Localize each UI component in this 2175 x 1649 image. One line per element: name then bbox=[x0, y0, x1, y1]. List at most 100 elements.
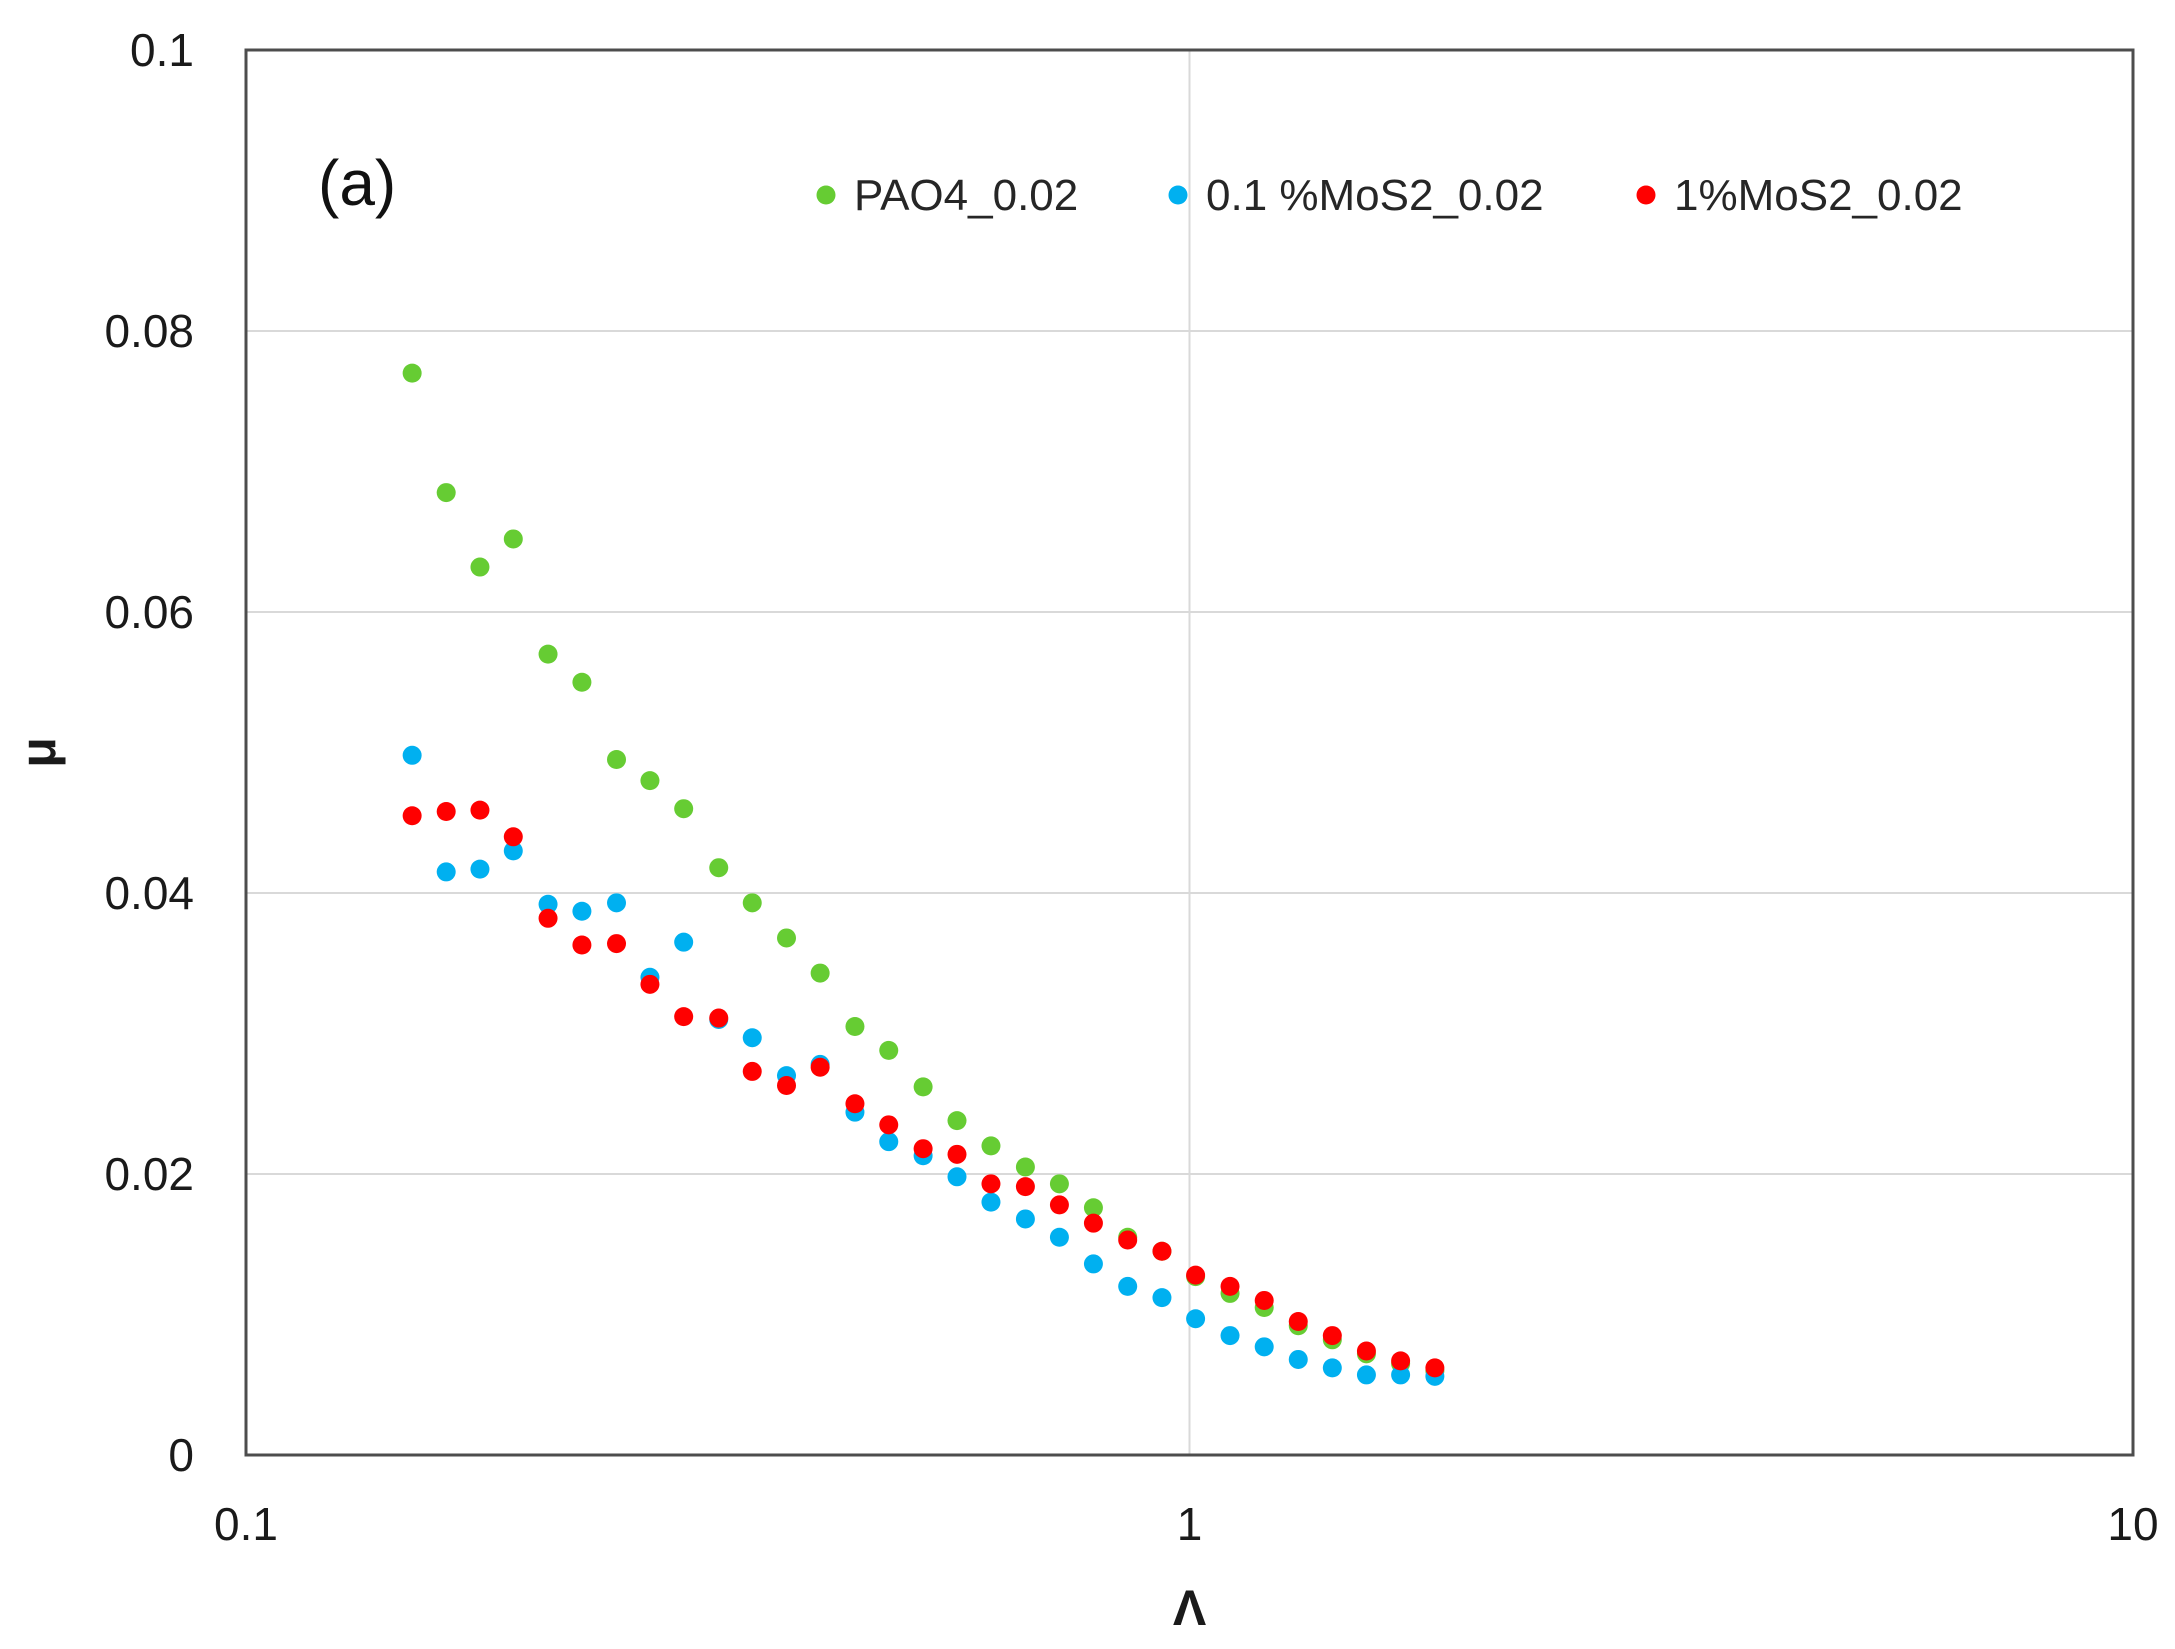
data-point bbox=[810, 1057, 830, 1077]
data-point bbox=[1322, 1358, 1342, 1378]
data-point bbox=[845, 1016, 865, 1036]
data-point bbox=[981, 1174, 1001, 1194]
data-point bbox=[436, 483, 456, 503]
data-point bbox=[742, 1061, 762, 1081]
data-point bbox=[470, 859, 490, 879]
data-point bbox=[572, 935, 592, 955]
data-point bbox=[879, 1040, 899, 1060]
legend-item: 0.1 %MoS2_0.02 bbox=[1168, 171, 1544, 220]
panel-label: (a) bbox=[318, 147, 396, 219]
legend-label: 1%MoS2_0.02 bbox=[1674, 171, 1963, 220]
data-point bbox=[981, 1136, 1001, 1156]
data-point bbox=[879, 1132, 899, 1152]
data-point bbox=[674, 1007, 694, 1027]
legend-label: PAO4_0.02 bbox=[854, 171, 1078, 220]
data-point bbox=[607, 750, 627, 770]
data-point bbox=[1425, 1358, 1445, 1378]
data-point bbox=[810, 963, 830, 983]
data-point bbox=[1186, 1309, 1206, 1329]
data-point bbox=[572, 901, 592, 921]
data-point bbox=[777, 928, 797, 948]
data-point bbox=[1083, 1254, 1103, 1274]
data-point bbox=[538, 894, 558, 914]
data-point bbox=[1220, 1276, 1240, 1296]
data-point bbox=[503, 529, 523, 549]
y-tick-label: 0 bbox=[168, 1429, 194, 1481]
data-point bbox=[1391, 1351, 1411, 1371]
data-point bbox=[402, 363, 422, 383]
x-axis-label: Λ bbox=[1173, 1580, 1207, 1636]
data-point bbox=[1288, 1312, 1308, 1332]
data-point bbox=[436, 802, 456, 822]
data-point bbox=[1049, 1227, 1069, 1247]
data-point bbox=[947, 1111, 967, 1131]
data-point bbox=[1118, 1230, 1138, 1250]
y-tick-label: 0.02 bbox=[104, 1148, 194, 1200]
legend: PAO4_0.02 0.1 %MoS2_0.02 1%MoS2_0.02 bbox=[816, 171, 1963, 220]
data-point bbox=[503, 827, 523, 847]
data-point bbox=[1118, 1276, 1138, 1296]
data-point bbox=[470, 800, 490, 820]
series-3 bbox=[402, 800, 1445, 1378]
data-point bbox=[1015, 1157, 1035, 1177]
y-axis-label: μ bbox=[10, 737, 66, 768]
data-points bbox=[402, 363, 1445, 1386]
data-point bbox=[1152, 1241, 1172, 1261]
legend-item: 1%MoS2_0.02 bbox=[1636, 171, 1963, 220]
data-point bbox=[1220, 1326, 1240, 1346]
data-point bbox=[1322, 1326, 1342, 1346]
x-tick-label: 10 bbox=[2107, 1498, 2158, 1550]
data-point bbox=[640, 974, 660, 994]
data-point bbox=[1356, 1365, 1376, 1385]
series-2 bbox=[402, 745, 1445, 1386]
plot-area-frame bbox=[244, 48, 2135, 1457]
data-point bbox=[845, 1094, 865, 1114]
data-point bbox=[947, 1167, 967, 1187]
y-tick-label: 0.04 bbox=[104, 867, 194, 919]
data-point bbox=[436, 862, 456, 882]
data-point bbox=[1015, 1177, 1035, 1197]
data-point bbox=[607, 934, 627, 954]
data-point bbox=[538, 644, 558, 664]
x-tick-label: 1 bbox=[1177, 1498, 1203, 1550]
legend-marker bbox=[1168, 185, 1188, 205]
data-point bbox=[1049, 1174, 1069, 1194]
data-point bbox=[709, 858, 729, 878]
y-tick-label: 0.08 bbox=[104, 305, 194, 357]
y-tick-label: 0.06 bbox=[104, 586, 194, 638]
data-point bbox=[981, 1192, 1001, 1212]
data-point bbox=[607, 893, 627, 913]
data-point bbox=[1391, 1365, 1411, 1385]
data-point bbox=[640, 771, 660, 791]
data-point bbox=[879, 1115, 899, 1135]
data-point bbox=[1083, 1213, 1103, 1233]
data-point bbox=[1186, 1265, 1206, 1285]
data-point bbox=[1049, 1195, 1069, 1215]
legend-item: PAO4_0.02 bbox=[816, 171, 1078, 220]
data-point bbox=[742, 1028, 762, 1048]
data-point bbox=[709, 1008, 729, 1028]
data-point bbox=[947, 1144, 967, 1164]
x-tick-label: 0.1 bbox=[214, 1498, 278, 1550]
data-point bbox=[913, 1077, 933, 1097]
data-point bbox=[538, 908, 558, 928]
gridlines bbox=[246, 50, 2133, 1455]
data-point bbox=[777, 1075, 797, 1095]
legend-marker bbox=[1636, 185, 1656, 205]
data-point bbox=[1083, 1198, 1103, 1218]
data-point bbox=[470, 557, 490, 577]
data-point bbox=[1356, 1341, 1376, 1361]
data-point bbox=[742, 893, 762, 913]
data-point bbox=[572, 672, 592, 692]
data-point bbox=[1152, 1288, 1172, 1308]
legend-marker bbox=[816, 185, 836, 205]
data-point bbox=[1288, 1349, 1308, 1369]
data-point bbox=[402, 745, 422, 765]
data-point bbox=[1254, 1290, 1274, 1310]
data-point bbox=[1254, 1337, 1274, 1357]
tick-labels: 0 0.02 0.04 0.06 0.08 0.1 0.1 1 10 bbox=[104, 24, 2158, 1550]
data-point bbox=[674, 799, 694, 819]
y-tick-label: 0.1 bbox=[130, 24, 194, 76]
data-point bbox=[503, 841, 523, 861]
